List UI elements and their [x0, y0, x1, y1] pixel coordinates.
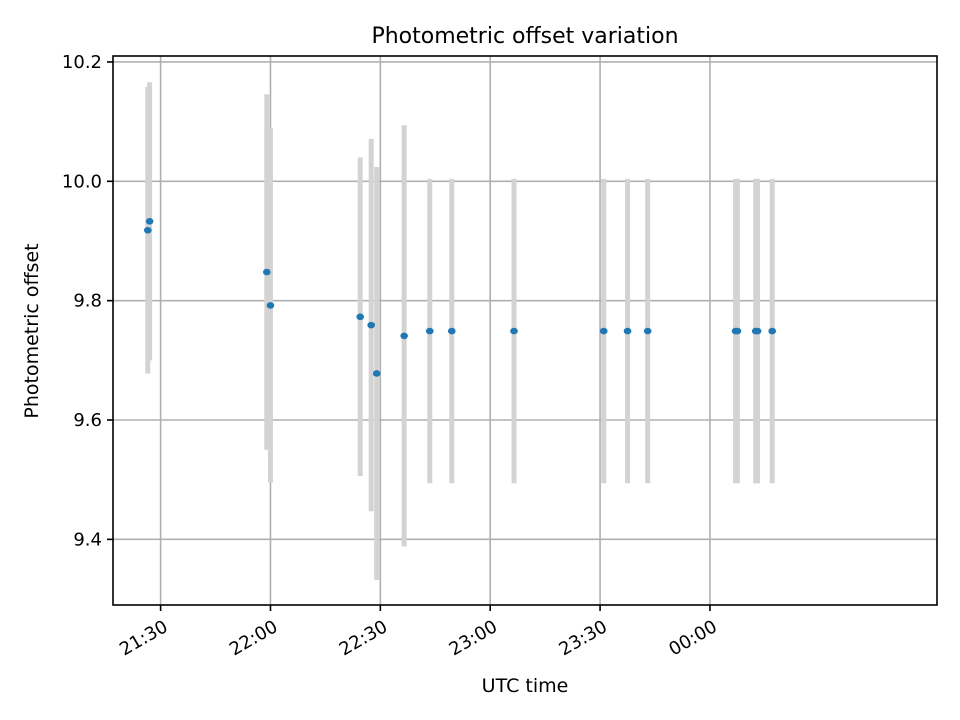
- data-point: [266, 302, 275, 309]
- y-tick-label: 9.4: [73, 529, 102, 550]
- data-point: [599, 327, 608, 335]
- data-point: [753, 327, 762, 335]
- data-point: [425, 327, 434, 335]
- data-point: [145, 217, 154, 225]
- grid: [113, 56, 937, 605]
- x-tick-label: 22:30: [336, 616, 391, 660]
- data-point: [643, 327, 652, 335]
- data-point: [367, 321, 375, 329]
- y-tick-label: 9.6: [73, 410, 102, 431]
- chart-title: Photometric offset variation: [371, 24, 678, 49]
- y-tick-label: 10.2: [62, 52, 102, 73]
- y-axis-label: Photometric offset: [21, 243, 43, 418]
- data-point: [733, 327, 742, 335]
- x-tick-label: 23:00: [446, 616, 501, 660]
- x-axis-label: UTC time: [482, 675, 569, 697]
- data-point: [768, 327, 776, 335]
- data-point: [263, 268, 271, 276]
- x-tick-label: 22:00: [226, 616, 281, 660]
- x-tick-label: 23:30: [556, 616, 611, 660]
- data-point: [447, 327, 456, 335]
- y-tick-label: 9.8: [73, 291, 102, 312]
- y-tick-label: 10.0: [62, 171, 102, 192]
- error-bars: [145, 82, 775, 580]
- data-point: [143, 226, 152, 234]
- x-tick-label: 21:30: [116, 616, 171, 660]
- data-point: [510, 327, 518, 335]
- data-point: [400, 332, 408, 340]
- data-point: [372, 370, 381, 377]
- x-tick-label: 00:00: [665, 616, 720, 660]
- data-point: [356, 313, 365, 321]
- data-point: [623, 327, 632, 335]
- data-points: [143, 217, 776, 377]
- plot-frame: [112, 55, 938, 606]
